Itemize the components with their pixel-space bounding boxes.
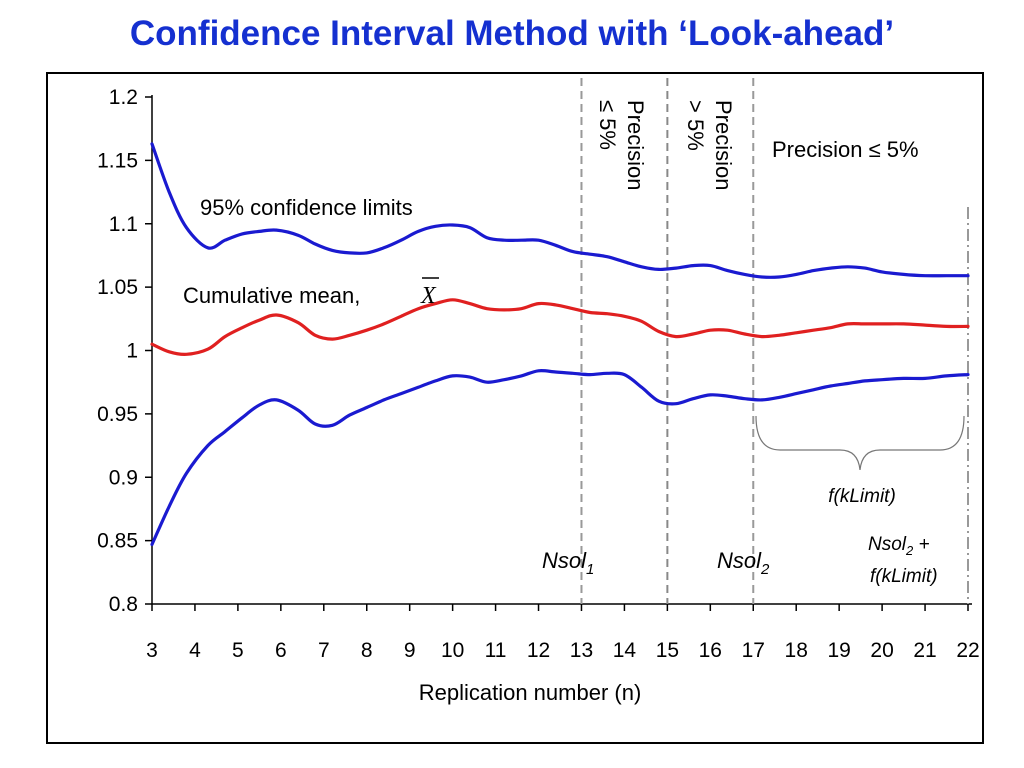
y-tick-label: 0.8: [109, 593, 138, 616]
x-tick-label: 6: [275, 639, 287, 662]
nsol2-plus-label: Nsol2 +: [868, 534, 930, 558]
precision-right-label: Precision ≤ 5%: [772, 137, 919, 162]
nsol2-label: Nsol2: [717, 548, 770, 578]
cumulative-mean-line: [150, 298, 970, 356]
precision-gt-line1: Precision: [711, 100, 736, 190]
f-klimit-brace: [755, 415, 965, 471]
brace-path: [755, 415, 965, 471]
chart-frame: [46, 72, 984, 744]
x-tick-label: 15: [656, 639, 679, 662]
x-tick-label: 16: [699, 639, 722, 662]
precision-le-line2: ≤ 5%: [595, 100, 620, 150]
fklimit-brace-label: f(kLimit): [828, 486, 896, 507]
precision-gt-vertical-label: Precision > 5%: [683, 100, 736, 190]
fklimit-plus-label: f(kLimit): [870, 566, 938, 587]
x-tick-label: 5: [232, 639, 244, 662]
x-tick-label: 8: [361, 639, 373, 662]
nsol2-plus-base: Nsol: [868, 534, 907, 555]
chart-title: Confidence Interval Method with ‘Look-ah…: [129, 14, 895, 53]
y-tick-label: 1.1: [109, 213, 138, 236]
x-tick-label: 17: [742, 639, 765, 662]
axes: [151, 95, 972, 605]
precision-le-line1: Precision: [623, 100, 648, 190]
series-lines: [150, 142, 970, 546]
x-tick-label: 3: [146, 639, 158, 662]
x-tick-label: 19: [827, 639, 850, 662]
xbar-symbol: X: [420, 283, 437, 309]
x-axis-label: Replication number (n): [419, 680, 642, 705]
y-tick-label: 1.05: [97, 276, 138, 299]
x-tick-label: 10: [441, 639, 464, 662]
x-tick-label: 20: [870, 639, 893, 662]
nsol1-base: Nsol: [542, 548, 587, 573]
x-tick-label: 13: [570, 639, 593, 662]
lower-confidence-limit-line: [150, 369, 970, 546]
nsol1-sub: 1: [586, 561, 594, 578]
nsol2-base: Nsol: [717, 548, 762, 573]
nsol2-plus-sub: 2: [905, 543, 914, 558]
x-tick-label: 9: [404, 639, 416, 662]
vertical-markers: [580, 78, 969, 604]
y-tick-label: 0.9: [109, 466, 138, 489]
confidence-limits-label: 95% confidence limits: [200, 195, 413, 220]
nsol1-label: Nsol1: [542, 548, 594, 578]
nsol2-sub: 2: [760, 561, 770, 578]
y-tick-label: 1: [126, 340, 138, 363]
precision-gt-line2: > 5%: [683, 100, 708, 151]
x-tick-label: 18: [785, 639, 808, 662]
x-tick-label: 14: [613, 639, 637, 662]
y-tick-label: 0.95: [97, 403, 138, 426]
precision-le-vertical-label: Precision ≤ 5%: [595, 100, 648, 190]
upper-confidence-limit-line: [150, 142, 970, 279]
y-tick-label: 1.15: [97, 149, 138, 172]
x-tick-label: 4: [189, 639, 201, 662]
x-tick-label: 12: [527, 639, 550, 662]
cumulative-mean-label: Cumulative mean,: [183, 283, 360, 308]
x-tick-label: 22: [956, 639, 979, 662]
y-tick-label: 1.2: [109, 86, 138, 109]
x-tick-label: 7: [318, 639, 330, 662]
nsol2-plus-tail: +: [913, 534, 929, 555]
x-tick-label: 21: [913, 639, 936, 662]
x-tick-label: 11: [485, 639, 507, 662]
y-tick-label: 0.85: [97, 530, 138, 553]
